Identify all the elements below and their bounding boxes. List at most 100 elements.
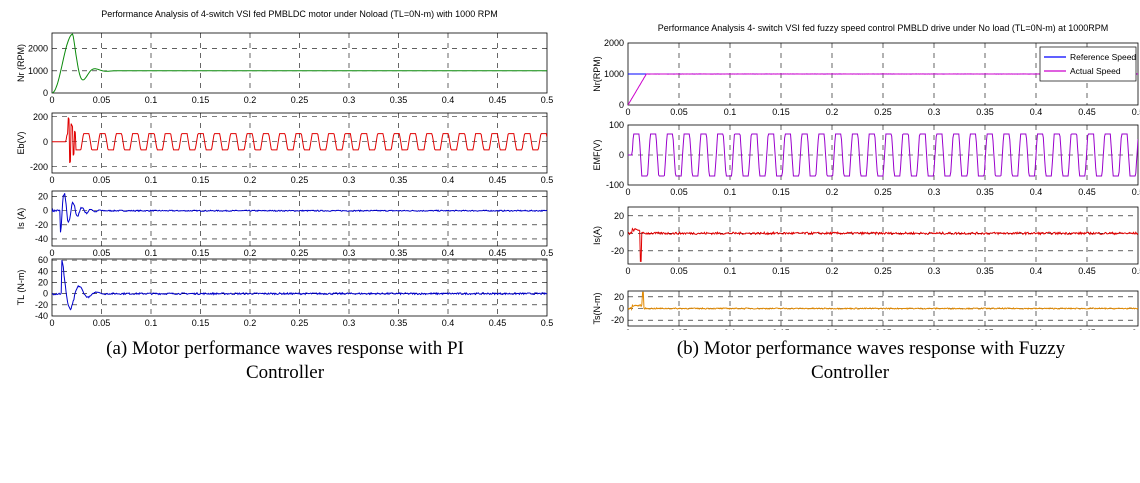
x-tick-label: 0.4 [1030,107,1043,117]
y-tick-label: -40 [35,311,48,321]
x-tick-label: 0.1 [724,107,737,117]
y-tick-label: 20 [38,192,48,202]
series-line [52,259,547,311]
x-tick-label: 0.1 [724,187,737,197]
x-tick-label: 0.2 [244,175,257,185]
plot-area [51,190,548,247]
x-tick-label: 0.05 [93,95,111,105]
y-tick-label: 1000 [604,69,624,79]
x-tick-label: 0.3 [343,95,356,105]
x-tick-label: 0.35 [390,175,408,185]
x-tick-label: 0.25 [874,328,892,330]
x-tick-label: 0.25 [874,107,892,117]
y-tick-label: 0 [43,289,48,299]
x-tick-label: 0.4 [1030,187,1043,197]
x-tick-label: 0.2 [826,328,839,330]
x-tick-label: 0.3 [928,187,941,197]
y-tick-label: 40 [38,266,48,276]
x-tick-label: 0.3 [343,248,356,258]
y-tick-label: 2000 [28,44,48,54]
y-tick-label: -20 [35,300,48,310]
x-tick-label: 0.2 [826,107,839,117]
legend-box [1039,46,1137,82]
x-tick-label: 0.4 [442,175,455,185]
y-tick-label: 0 [619,304,624,314]
x-tick-label: 0.1 [145,95,158,105]
y-tick-label: 2000 [604,38,624,48]
y-tick-label: 0 [43,206,48,216]
y-axis-label: EMF(V) [592,140,602,171]
x-tick-label: 0.05 [93,175,111,185]
x-tick-label: 0.4 [442,248,455,258]
x-tick-label: 0 [49,318,54,328]
x-tick-label: 0.25 [291,95,309,105]
x-tick-label: 0.25 [291,318,309,328]
legend-label: Reference Speed [1070,52,1136,62]
x-tick-label: 0.1 [145,248,158,258]
x-tick-label: 0.5 [1132,107,1140,117]
x-tick-label: 0.2 [826,266,839,276]
caption-b-line2: Controller [810,362,890,383]
x-tick-label: 0 [625,107,630,117]
x-tick-label: 0.4 [1030,328,1043,330]
x-tick-label: 0.15 [772,266,790,276]
series-line [52,117,547,164]
x-tick-label: 0.35 [976,187,994,197]
x-tick-label: 0.15 [192,175,210,185]
x-tick-label: 0.2 [244,248,257,258]
x-tick-label: 0.1 [145,175,158,185]
x-tick-label: 0.3 [928,328,941,330]
x-tick-label: 0.05 [93,248,111,258]
y-tick-label: -20 [611,315,624,325]
plot-area [51,258,548,317]
x-tick-label: 0 [49,95,54,105]
x-tick-label: 0 [49,248,54,258]
chart-title: Performance Analysis of 4-switch VSI fed… [101,9,497,19]
x-tick-label: 0.45 [489,95,507,105]
y-tick-label: -200 [30,162,48,172]
caption-b: (b) Motor performance waves response wit… [570,337,1130,385]
x-tick-label: 0.15 [192,95,210,105]
y-axis-label: Is(A) [592,226,602,245]
subplot-3: -40 -20 0 20 0 0.05 0.1 0.15 0.2 0.25 0.3 0.35 0.4 0.… [16,190,553,258]
x-tick-label: 0.2 [244,318,257,328]
x-tick-label: 0.05 [670,107,688,117]
x-tick-label: 0.45 [1078,266,1096,276]
x-tick-label: 0.3 [343,175,356,185]
x-tick-label: 0.15 [192,248,210,258]
y-tick-label: -100 [606,180,624,190]
y-axis-label: Nr (RPM) [16,44,26,82]
caption-a-line2: Controller [245,362,325,383]
x-tick-label: 0.45 [489,318,507,328]
y-tick-label: -40 [35,234,48,244]
y-tick-label: -20 [35,220,48,230]
x-tick-label: 0.05 [670,266,688,276]
chart-title: Performance Analysis 4- switch VSI fed f… [658,23,1108,33]
series-line [52,193,547,233]
caption-a-line1: (a) Motor performance waves response wit… [106,338,464,359]
legend: Reference Speed Actual Speed [1039,46,1137,82]
x-tick-label: 0.3 [343,318,356,328]
y-axis-label: TL (N-m) [16,270,26,306]
y-tick-label: 0 [619,100,624,110]
series-line [52,33,547,93]
x-tick-label: 0.45 [1078,107,1096,117]
x-tick-label: 0.45 [1078,328,1096,330]
chart-a: Performance Analysis of 4-switch VSI fed… [16,9,554,328]
y-tick-label: 1000 [28,66,48,76]
y-tick-label: 0 [619,150,624,160]
x-tick-label: 0.1 [724,328,737,330]
x-tick-label: 0.35 [390,95,408,105]
series-line [628,133,1138,177]
x-tick-label: 0.5 [541,175,554,185]
series-line [628,227,1138,262]
x-tick-label: 0.45 [489,175,507,185]
x-tick-label: 0.5 [541,95,554,105]
x-tick-label: 0.1 [724,266,737,276]
x-tick-label: 0.05 [93,318,111,328]
x-tick-label: 0.5 [1132,187,1140,197]
